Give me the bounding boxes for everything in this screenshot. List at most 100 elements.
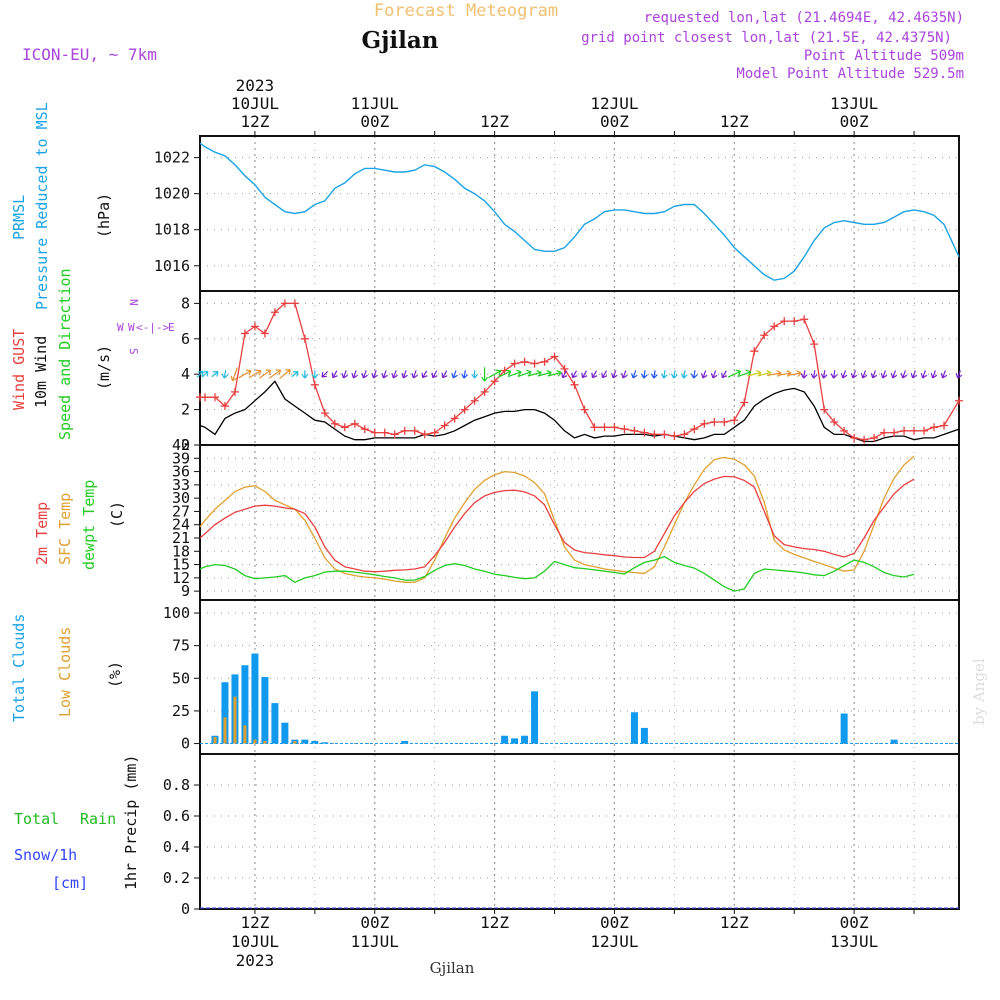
y-tick-label: 4	[181, 365, 190, 383]
y-tick-label: 1016	[154, 257, 190, 275]
total-cloud-bar	[281, 722, 289, 744]
wind-direction-arrow	[591, 370, 598, 379]
low-cloud-bar	[293, 740, 297, 744]
wind-direction-arrow	[461, 370, 469, 379]
y-tick-label: 25	[172, 702, 190, 720]
wind-direction-arrow	[955, 370, 963, 379]
wind-gust-marker	[570, 380, 579, 389]
wind-gust-marker	[370, 428, 379, 437]
total-cloud-bar	[630, 712, 638, 744]
precip-panel-labels: Total Rain Snow/1h [cm] 1hr Precip (mm)	[14, 755, 140, 892]
wind-direction-arrow	[910, 370, 918, 379]
wind-gust-marker	[750, 347, 759, 356]
y-tick-label: 100	[163, 604, 190, 622]
wind-gust-marker	[630, 426, 639, 435]
wind-gust-marker	[760, 331, 769, 340]
wind-gust-marker	[310, 380, 319, 389]
y-tick-label: 36	[172, 463, 190, 481]
wind-direction-arrow	[640, 370, 648, 379]
low-cloud-bar	[233, 696, 237, 744]
cloud-panel-labels: Total Clouds Low Clouds (%)	[10, 614, 124, 722]
y-tick-label: 27	[172, 502, 190, 520]
wind-direction-arrow	[940, 370, 948, 379]
wind-gust-label: Wind GUST	[10, 329, 28, 410]
wind-direction-arrow	[221, 370, 229, 379]
pressure-line	[199, 142, 960, 281]
wind-dir-label: Speed and Direction	[56, 268, 74, 440]
time-top-date-label: 11JUL	[351, 94, 399, 113]
time-bottom-date-label: 13JUL	[830, 932, 878, 951]
wind-direction-arrow	[258, 369, 272, 379]
total-cloud-bar	[640, 727, 648, 744]
total-cloud-bar	[840, 713, 848, 744]
low-cloud-bar	[223, 717, 227, 744]
wind-gust-marker	[440, 421, 449, 430]
panel-frame	[199, 444, 960, 601]
wind-direction-arrow	[850, 370, 858, 379]
total-cloud-bar	[271, 703, 279, 744]
wind-gust-marker	[770, 322, 779, 331]
wind-gust-marker	[250, 322, 259, 331]
y-tick-label: 18	[172, 542, 190, 560]
low-cloud-bar	[243, 725, 247, 744]
y-tick-label: 33	[172, 476, 190, 494]
wind-gust-marker	[470, 396, 479, 405]
time-top-tick-label: 12Z	[720, 112, 749, 131]
wind-direction-arrow	[451, 370, 458, 379]
wind-gust-marker	[560, 364, 569, 373]
wind-panel-labels: Wind GUST 10m Wind Speed and Direction (…	[10, 268, 175, 440]
wind-gust-marker	[900, 426, 909, 435]
wind-gust-marker	[340, 423, 349, 432]
wind-direction-arrow	[710, 370, 718, 379]
y-tick-label: 21	[172, 529, 190, 547]
wind-direction-arrow	[391, 370, 398, 379]
wind-direction-arrow	[371, 370, 378, 379]
wind-gust-marker	[850, 433, 859, 442]
plot-area: 12Z10JUL202312Z10JUL202300Z11JUL00Z11JUL…	[154, 76, 963, 970]
wind-direction-arrow	[238, 369, 252, 379]
time-top-tick-label: 00Z	[840, 112, 869, 131]
temp-panel-labels: 2m Temp SFC Temp dewpt Temp (C)	[33, 480, 126, 570]
wind-direction-arrow	[650, 370, 658, 379]
wind-gust-marker	[680, 430, 689, 439]
wind-direction-arrow	[361, 370, 368, 379]
y-tick-label: 0.4	[163, 838, 190, 856]
wind-direction-arrow	[870, 370, 878, 379]
precip-y-label: 1hr Precip (mm)	[122, 755, 140, 890]
point-altitude: Point Altitude 509m	[804, 48, 964, 64]
wind-gust-marker	[580, 405, 589, 414]
wind-direction-arrow	[498, 369, 512, 378]
pressure-panel-labels: PRMSL Pressure Reduced to MSL (hPa)	[10, 102, 113, 310]
time-top-year-label: 2023	[236, 76, 275, 95]
wind-direction-arrow	[670, 370, 678, 379]
wind-gust-marker	[780, 317, 789, 326]
footer-location: Gjilan	[430, 959, 475, 977]
wind-direction-arrow	[230, 367, 238, 382]
time-bottom-tick-label: 12Z	[480, 913, 509, 932]
total-cloud-bar	[311, 740, 319, 744]
precip-total-label: Total	[14, 810, 59, 828]
wind-direction-arrow	[581, 370, 588, 379]
wind-gust-marker	[610, 423, 619, 432]
wind-direction-arrow	[920, 370, 928, 379]
wind-direction-arrow	[331, 370, 338, 379]
wind-direction-arrow	[441, 370, 448, 379]
wind-direction-arrow	[301, 370, 309, 379]
wind-gust-marker	[540, 357, 549, 366]
wind-gust-marker	[650, 430, 659, 439]
time-top-date-label: 13JUL	[830, 94, 878, 113]
wind-gust-marker	[230, 387, 239, 396]
model-name: ICON-EU, ~ 7km	[22, 45, 157, 64]
y-tick-label: 1020	[154, 185, 190, 203]
low-cloud-bar	[263, 740, 267, 744]
wind-gust-marker	[300, 334, 309, 343]
wind-direction-arrow	[421, 370, 428, 379]
wind-direction-arrow	[351, 370, 358, 379]
time-bottom-year-label: 2023	[236, 951, 275, 970]
wind-direction-arrow	[660, 370, 668, 379]
wind-gust-marker	[520, 357, 529, 366]
y-tick-label: 75	[172, 637, 190, 655]
wind-gust-marker	[530, 359, 539, 368]
wind-direction-arrow	[631, 370, 638, 379]
